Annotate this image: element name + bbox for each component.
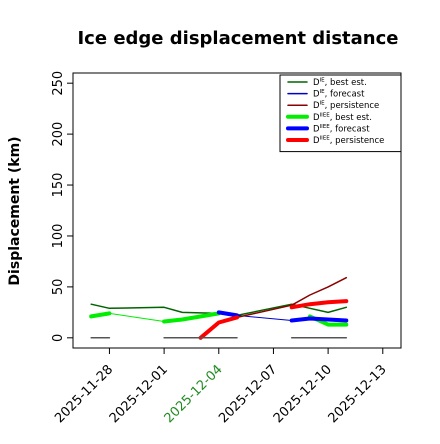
legend-label-text: , best est. <box>325 78 367 88</box>
legend-label: DIE, persistence <box>313 101 379 112</box>
legend-label: DIE, forecast <box>313 89 365 100</box>
series-line-11 <box>289 299 349 310</box>
series-line-7 <box>216 310 239 318</box>
legend-label-superscript: IIEE <box>320 136 331 142</box>
legend-label: DIIEE, persistence <box>313 136 384 147</box>
plot-frame <box>72 72 402 349</box>
legend-label-symbol: D <box>313 90 320 100</box>
legend-label-text: , forecast <box>330 124 370 134</box>
x-tick-label: 2025-12-13 <box>326 362 390 426</box>
legend-label-superscript: IE <box>320 78 326 84</box>
series-line-3 <box>89 311 112 319</box>
y-tick-label: 200 <box>51 122 66 147</box>
chart-title: Ice edge displacement distance <box>77 28 398 49</box>
y-tick-label: 50 <box>51 279 66 296</box>
y-tick-label: 150 <box>51 173 66 198</box>
series-line-10 <box>198 315 239 340</box>
legend-label-superscript: IE <box>320 89 326 95</box>
y-tick-label: 250 <box>51 71 66 96</box>
y-tick-label: 0 <box>51 334 66 342</box>
y-axis-label: Displacement (km) <box>7 136 23 285</box>
legend-label-superscript: IE <box>320 101 326 107</box>
legend-label-symbol: D <box>313 124 320 134</box>
legend-label-text: , best est. <box>330 113 372 123</box>
series-layer <box>89 276 349 340</box>
series-line-8 <box>289 316 349 323</box>
legend-label: DIIEE, forecast <box>313 124 370 135</box>
legend-label-superscript: IIEE <box>320 124 331 130</box>
legend-label-text: , forecast <box>325 90 365 100</box>
y-tick-label: 100 <box>51 224 66 249</box>
legend-label: DIE, best est. <box>313 78 367 89</box>
legend-label-symbol: D <box>313 78 320 88</box>
series-line-4 <box>162 311 221 324</box>
legend-label-superscript: IIEE <box>320 112 331 118</box>
legend-label-text: , persistence <box>330 136 385 146</box>
legend-label: DIIEE, best est. <box>313 112 372 123</box>
legend-label-symbol: D <box>313 136 320 146</box>
legend-label-symbol: D <box>313 113 320 123</box>
legend-label-text: , persistence <box>325 101 380 111</box>
series-line-9 <box>236 276 348 319</box>
legend-label-symbol: D <box>313 101 320 111</box>
